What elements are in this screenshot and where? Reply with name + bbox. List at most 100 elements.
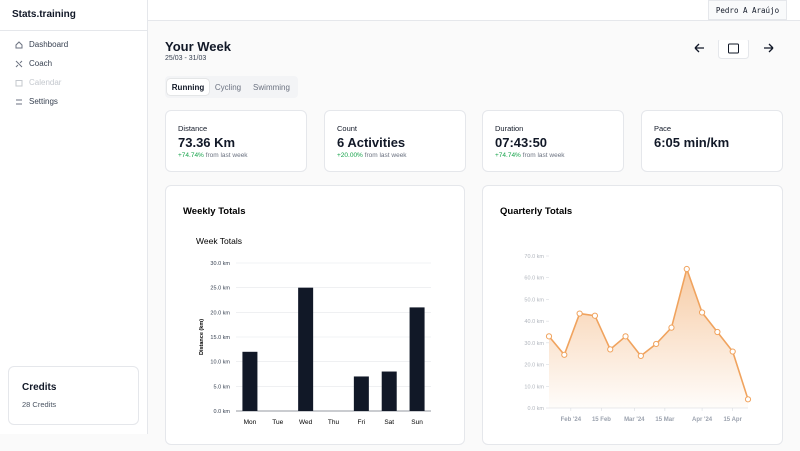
stat-card: Duration 07:43:50 +74.74% from last week xyxy=(482,110,624,172)
y-tick-label: 70.0 km xyxy=(524,254,544,260)
x-tick-label: Wed xyxy=(299,419,313,426)
topbar xyxy=(148,0,800,21)
x-tick-label: Mar '24 xyxy=(624,417,645,423)
icon xyxy=(15,60,23,67)
point xyxy=(607,346,614,353)
y-tick-label: 25.0 km xyxy=(210,286,230,292)
sidebar: Stats.training Dashboard Coach Calendar … xyxy=(0,0,148,434)
bar xyxy=(298,287,314,411)
card-title: Quarterly Totals xyxy=(500,206,572,217)
y-tick-label: 10.0 km xyxy=(524,384,544,390)
chart-card: Weekly Totals Week Totals Distance (km) 0.0… xyxy=(165,185,465,445)
chart-title: Week Totals xyxy=(196,236,242,246)
y-tick-label: 10.0 km xyxy=(210,360,230,366)
brand[interactable]: Stats.training xyxy=(12,9,76,20)
point xyxy=(576,310,583,317)
bar xyxy=(409,307,425,411)
nav-label: Settings xyxy=(29,97,58,106)
stat-card: Pace 6:05 min/km xyxy=(641,110,783,172)
point xyxy=(591,312,599,319)
stat-card: Distance 73.36 Km +74.74% from last week xyxy=(165,110,307,172)
point xyxy=(545,333,553,340)
x-tick-label: Tue xyxy=(272,419,283,426)
point xyxy=(637,352,644,359)
point xyxy=(698,309,706,316)
stat-change: +74.74% from last week xyxy=(495,152,565,159)
point xyxy=(561,351,568,358)
nav-label: Dashboard xyxy=(29,40,69,49)
date-range: 25/03 - 31/03 xyxy=(165,55,207,62)
divider xyxy=(0,30,148,31)
calendar-button[interactable] xyxy=(718,40,749,59)
stat-label: Count xyxy=(337,124,358,133)
stat-label: Pace xyxy=(654,124,672,133)
bar xyxy=(381,371,397,411)
y-tick-label: 50.0 km xyxy=(524,297,544,303)
icon xyxy=(16,99,22,104)
week-nav xyxy=(694,40,774,59)
change-note: from last week xyxy=(205,152,248,159)
stat-value: 6:05 min/km xyxy=(654,135,730,150)
nav-item[interactable]: Settings xyxy=(15,97,58,106)
point xyxy=(653,340,660,348)
y-tick-label: 15.0 km xyxy=(210,335,230,341)
change-value: +74.74% xyxy=(178,152,204,159)
x-tick-label: 15 Feb xyxy=(592,417,611,423)
credits-title: Credits xyxy=(22,382,57,393)
bar xyxy=(353,376,369,411)
card-title: Weekly Totals xyxy=(183,206,245,217)
x-tick-label: 15 Apr xyxy=(723,417,742,423)
chart-card: Quarterly Totals 0.0 km 10.0 km 20.0 km 30.0… xyxy=(482,185,783,445)
change-note: from last week xyxy=(522,152,565,159)
change-note: from last week xyxy=(364,152,407,159)
x-tick-label: Thu xyxy=(328,419,340,426)
stat-change: +74.74% from last week xyxy=(178,152,248,159)
nav-item[interactable]: Dashboard xyxy=(15,40,68,49)
tab[interactable]: Swimming xyxy=(253,82,290,92)
next-button[interactable] xyxy=(764,43,774,53)
nav-item: Calendar xyxy=(15,78,61,87)
stat-card: Count 6 Activities +20.00% from last week xyxy=(324,110,466,172)
chart: Weekly Totals Week Totals Distance (km) 0.0… xyxy=(183,206,431,426)
tab[interactable]: Running xyxy=(167,79,209,95)
bar xyxy=(242,351,258,411)
stat-change: +20.00% from last week xyxy=(337,152,407,159)
y-axis-label: Distance (km) xyxy=(199,319,205,355)
point xyxy=(622,333,629,340)
y-tick-label: 20.0 km xyxy=(524,363,544,369)
y-tick-label: 20.0 km xyxy=(210,310,230,316)
x-tick-label: Feb '24 xyxy=(561,417,582,423)
calendar-icon xyxy=(728,43,739,54)
change-value: +74.74% xyxy=(495,152,521,159)
area xyxy=(549,269,748,408)
tab[interactable]: Cycling xyxy=(214,82,242,92)
credits-card: Credits 28 Credits xyxy=(8,366,139,425)
stat-value: 6 Activities xyxy=(337,135,406,150)
x-tick-label: 15 Mar xyxy=(655,417,675,423)
x-tick-label: Apr '24 xyxy=(692,417,713,423)
x-tick-label: Sat xyxy=(384,419,394,426)
change-value: +20.00% xyxy=(337,152,363,159)
x-tick-label: Mon xyxy=(244,419,257,426)
stat-value: 73.36 Km xyxy=(178,135,236,150)
nav-item[interactable]: Coach xyxy=(15,59,52,68)
stat-value: 07:43:50 xyxy=(495,135,548,150)
y-tick-label: 30.0 km xyxy=(524,341,544,347)
point xyxy=(744,396,752,403)
stat-label: Duration xyxy=(495,124,524,133)
point xyxy=(683,265,690,273)
point xyxy=(714,328,721,336)
prev-button[interactable] xyxy=(694,43,704,53)
y-tick-label: 60.0 km xyxy=(524,276,544,282)
x-tick-label: Sun xyxy=(411,419,423,426)
chart: Quarterly Totals 0.0 km 10.0 km 20.0 km 30.0… xyxy=(500,206,752,423)
page-title: Your Week xyxy=(165,39,231,54)
y-tick-label: 30.0 km xyxy=(210,261,230,267)
y-tick-label: 5.0 km xyxy=(213,384,230,390)
credits-text: 28 Credits xyxy=(22,400,57,409)
point xyxy=(729,348,736,355)
y-tick-label: 0.0 km xyxy=(213,409,230,415)
icon xyxy=(15,79,23,86)
user-menu[interactable]: Pedro A Araújo xyxy=(708,0,787,20)
